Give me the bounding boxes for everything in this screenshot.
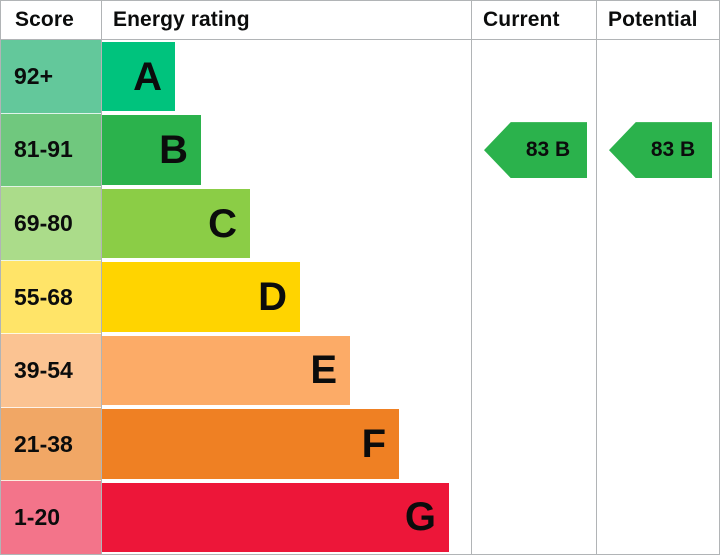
- current-column: Current 83 B: [471, 1, 596, 554]
- rating-bar-c: C: [102, 188, 250, 259]
- score-range-cell-a: 92+: [1, 40, 101, 114]
- rating-bar-e: E: [102, 335, 350, 406]
- score-range-cell-g: 1-20: [1, 481, 101, 555]
- score-header: Score: [1, 1, 101, 40]
- potential-header: Potential: [597, 1, 719, 40]
- score-column: Score 92+ 81-91 69-80 55-68 39-54 21-38 …: [1, 1, 101, 555]
- potential-column-body: 83 B: [597, 40, 719, 554]
- rating-bar-b: B: [102, 115, 201, 185]
- rating-bar-row: F: [102, 407, 471, 480]
- score-range-cell-d: 55-68: [1, 260, 101, 335]
- rating-bar-f: F: [102, 409, 399, 479]
- rating-bar-a: A: [102, 42, 175, 112]
- rating-bar-row: G: [102, 481, 471, 554]
- rating-bar-row: D: [102, 260, 471, 333]
- score-range-cell-b: 81-91: [1, 113, 101, 188]
- potential-column: Potential 83 B: [596, 1, 719, 554]
- rating-bar-row: E: [102, 334, 471, 407]
- energy-rating-column: Energy rating A B C D E F G: [101, 1, 471, 554]
- rating-bar-row: B: [102, 113, 471, 186]
- score-range-cell-f: 21-38: [1, 407, 101, 482]
- score-range-cell-c: 69-80: [1, 187, 101, 261]
- potential-rating-left-arrow-icon: 83 B: [609, 122, 712, 179]
- energy-rating-header: Energy rating: [102, 1, 471, 40]
- score-range-cell-e: 39-54: [1, 334, 101, 408]
- energy-rating-column-body: A B C D E F G: [102, 40, 471, 554]
- score-column-body: 92+ 81-91 69-80 55-68 39-54 21-38 1-20: [1, 40, 101, 555]
- rating-bar-row: C: [102, 187, 471, 260]
- current-header: Current: [472, 1, 596, 40]
- rating-bar-d: D: [102, 262, 300, 332]
- current-rating-left-arrow-icon: 83 B: [484, 122, 587, 179]
- rating-bar-g: G: [102, 482, 449, 552]
- current-column-body: 83 B: [472, 40, 596, 554]
- rating-bar-row: A: [102, 40, 471, 113]
